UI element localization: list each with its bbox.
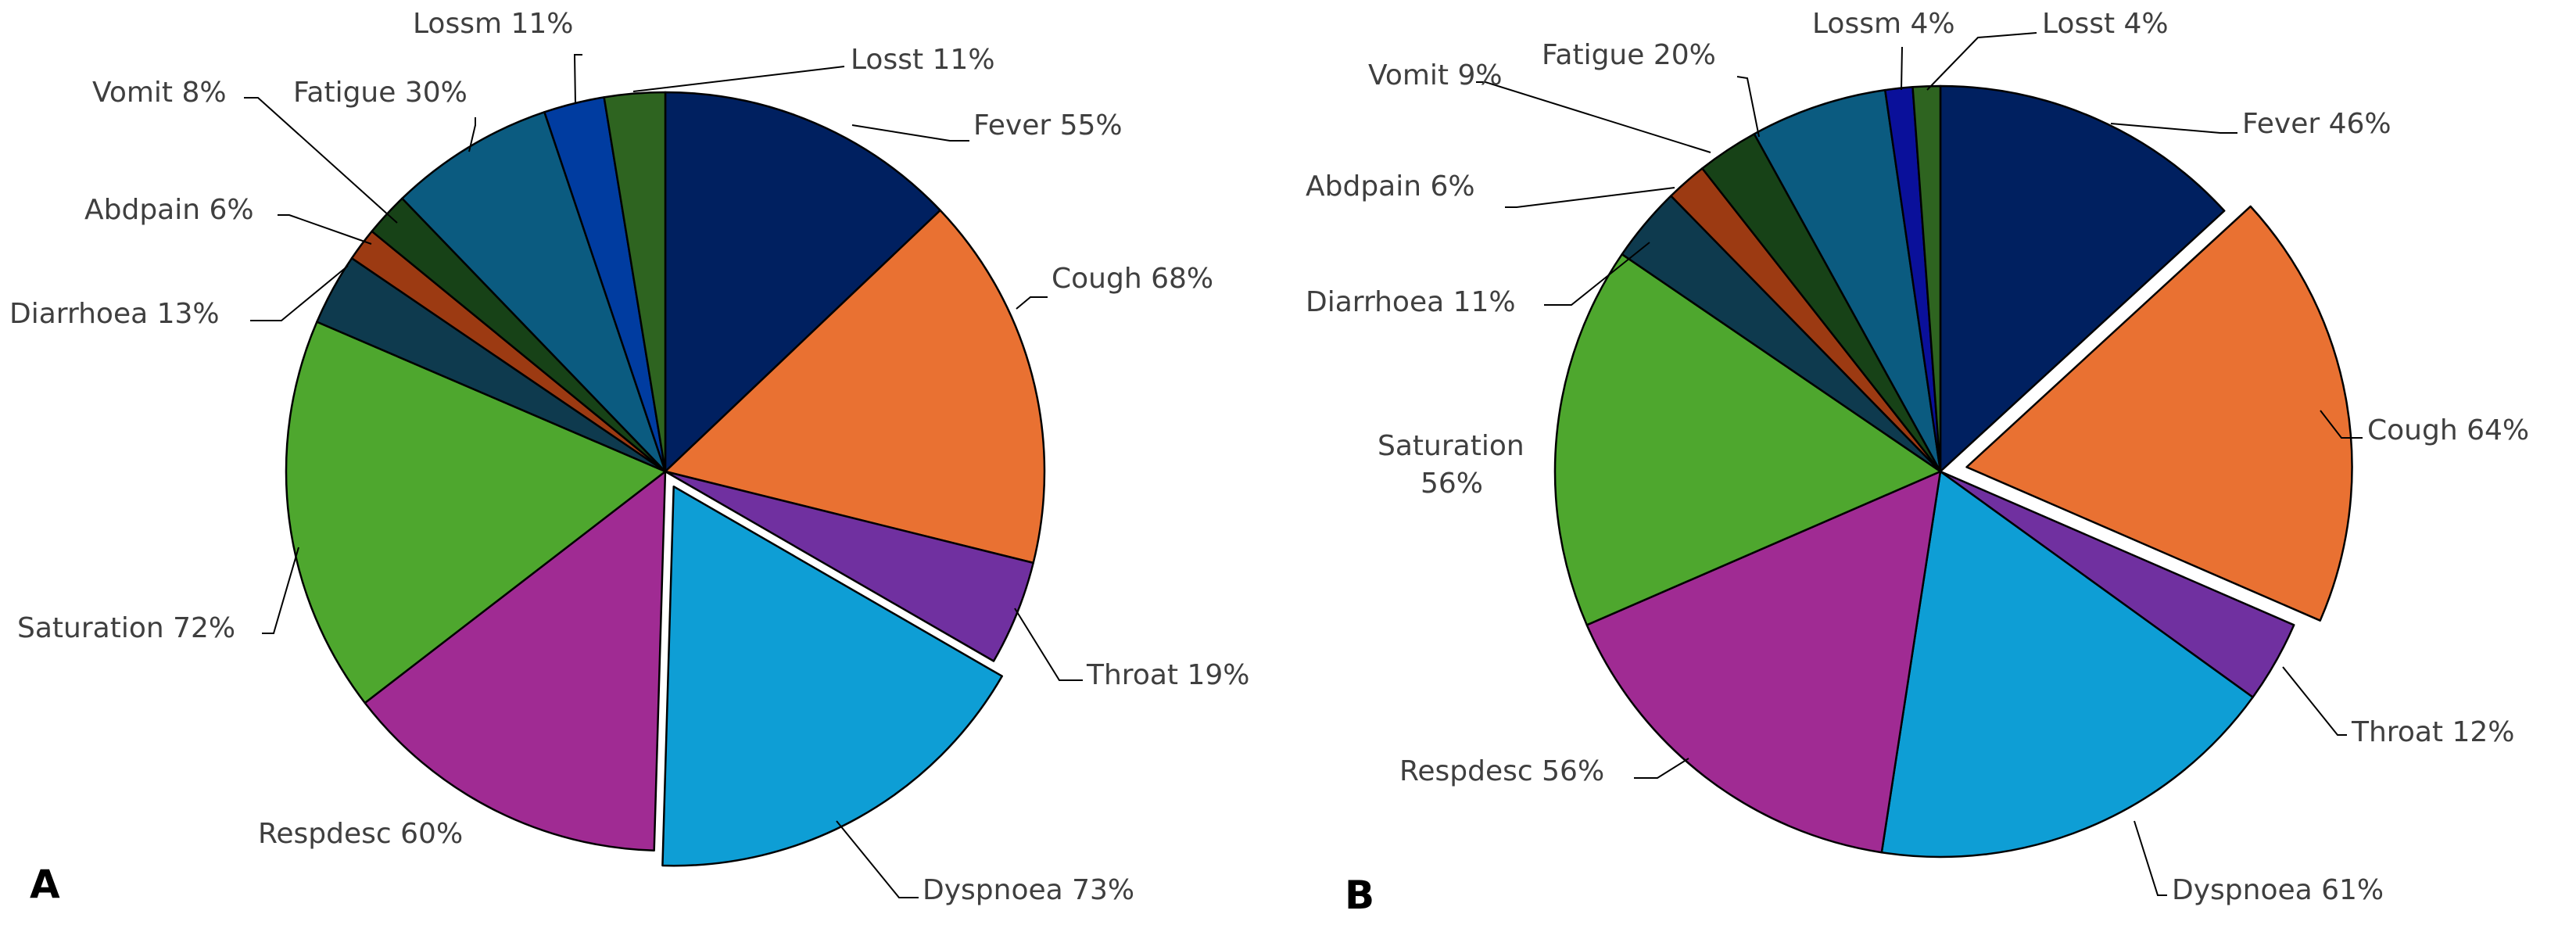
slice-label-fever: Fever 46% (2242, 108, 2391, 140)
slice-label-saturation: Saturation 72% (17, 612, 235, 644)
pie-slice-dyspnoea (661, 485, 1003, 867)
slice-label-cough: Cough 68% (1052, 263, 1213, 295)
slice-label-losst: Losst 11% (851, 44, 995, 76)
slice-label-throat: Throat 19% (1086, 659, 1249, 691)
pie-slice-fatigue (401, 111, 667, 473)
pie-slice-saturation (285, 321, 667, 704)
slice-label-throat: Throat 12% (2351, 716, 2514, 748)
pie-slice-losst (1911, 84, 1942, 473)
leader-line-vomit (1476, 81, 1711, 153)
leader-line-dyspnoea (2134, 820, 2167, 896)
panel-letter: B (1345, 873, 1374, 918)
leader-line-lossm (573, 54, 582, 105)
leader-line-losst (632, 66, 845, 92)
slice-label-diarrhoea: Diarrhoea 13% (9, 298, 220, 330)
leader-line-abdpain (278, 214, 372, 245)
slice-label-vomit: Vomit 9% (1368, 59, 1503, 91)
slice-label-fever: Fever 55% (973, 109, 1123, 142)
panel-letter: A (30, 862, 60, 907)
slice-label-abdpain: Abdpain 6% (1306, 170, 1475, 203)
slice-label-dyspnoea: Dyspnoea 61% (2172, 874, 2384, 906)
leader-line-dyspnoea (836, 820, 919, 898)
leader-line-saturation (262, 547, 299, 634)
pie-slice-dyspnoea (1880, 470, 2254, 859)
slice-label-vomit: Vomit 8% (92, 77, 227, 109)
leader-line-losst (1926, 32, 2037, 91)
leader-line-vomit (244, 97, 398, 224)
pie-slice-respdesc (1585, 470, 1942, 854)
pie-slice-throat (664, 470, 1034, 662)
pie-slice-saturation (1553, 253, 1942, 626)
leader-line-abdpain (1505, 187, 1675, 208)
slice-label-lossm: Lossm 4% (1812, 8, 1955, 40)
slice-label-diarrhoea: Diarrhoea 11% (1306, 286, 1516, 318)
pie-slice-fever (664, 91, 941, 473)
slice-label-abdpain: Abdpain 6% (84, 194, 254, 226)
leader-line-respdesc (1634, 758, 1689, 779)
leader-line-diarrhoea (1544, 242, 1650, 306)
leader-line-lossm (1901, 46, 1903, 91)
slice-label-losst: Losst 4% (2042, 8, 2169, 40)
slice-label-respdesc: Respdesc 60% (258, 818, 463, 850)
pie-slice-fever (1939, 84, 2226, 473)
leader-line-diarrhoea (250, 265, 349, 321)
leader-line-cough (2320, 410, 2363, 439)
leader-line-cough (1016, 296, 1048, 310)
pie-slice-losst (603, 91, 667, 473)
pie-panel-b: Fever 46% Cough 64% Throat 12% Dyspnoea 61%… (1306, 8, 2529, 918)
slice-label-cough: Cough 64% (2367, 414, 2529, 446)
slice-label-fatigue: Fatigue 30% (293, 77, 468, 109)
slice-label-fatigue: Fatigue 20% (1542, 39, 1716, 71)
leader-line-fever (2110, 123, 2237, 134)
pie-panel-a: Fever 55% Cough 68% Throat 19% Dyspnoea 73%… (9, 8, 1249, 907)
pie-slice-cough (1965, 205, 2353, 622)
slice-label-saturation: Saturation 56% (1378, 430, 1524, 500)
slice-label-respdesc: Respdesc 56% (1399, 755, 1604, 787)
leader-line-throat (1014, 608, 1083, 681)
leader-line-fever (851, 124, 969, 142)
leader-line-throat (2282, 666, 2347, 736)
pie-slice-cough (664, 209, 1046, 565)
pie-slice-respdesc (364, 470, 667, 852)
slice-label-dyspnoea: Dyspnoea 73% (923, 874, 1134, 906)
slice-label-lossm: Lossm 11% (413, 8, 574, 40)
leader-line-fatigue (1736, 76, 1760, 138)
leader-line-fatigue (468, 117, 476, 152)
